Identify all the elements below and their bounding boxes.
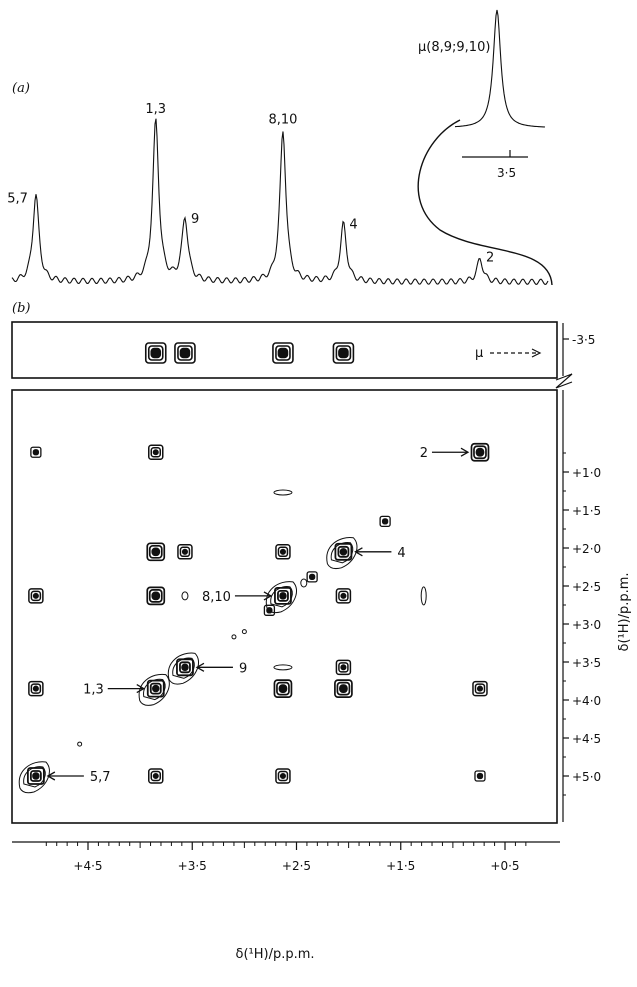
cross-peak bbox=[334, 679, 353, 698]
cross-peak bbox=[474, 770, 486, 782]
cross-peak bbox=[146, 542, 166, 562]
inset-trace bbox=[454, 9, 546, 128]
y-tick-label: +4·5 bbox=[572, 732, 601, 746]
annotation-label: 8,10 bbox=[202, 590, 231, 605]
cross-peak bbox=[181, 591, 189, 601]
strip-arrow-head bbox=[531, 348, 542, 358]
y-tick-label: +3·5 bbox=[572, 656, 601, 670]
x-tick-label: +2·5 bbox=[282, 859, 311, 873]
x-tick-label: +1·5 bbox=[386, 859, 415, 873]
strip-y-tick-label: -3·5 bbox=[572, 333, 595, 347]
axis-break-mark bbox=[555, 373, 573, 389]
peak-label: 4 bbox=[349, 217, 357, 232]
peak-label: 8,10 bbox=[268, 113, 297, 128]
cross-peak bbox=[148, 768, 164, 784]
cross-peak bbox=[273, 489, 293, 496]
cross-peak bbox=[273, 664, 293, 671]
inset-spectrum: μ(8,9;9,10) 3·5 bbox=[417, 9, 553, 286]
annotation-label: 2 bbox=[420, 446, 428, 461]
x-axis-title: δ(¹H)/p.p.m. bbox=[235, 947, 314, 962]
x-tick-label: +3·5 bbox=[178, 859, 207, 873]
cross-peak bbox=[18, 761, 50, 794]
annotation-label: 9 bbox=[239, 661, 247, 676]
cross-peak bbox=[326, 537, 358, 570]
x-tick-label: +4·5 bbox=[73, 859, 102, 873]
x-tick-label: +0·5 bbox=[490, 859, 519, 873]
top-strip-peaks bbox=[144, 342, 355, 364]
cross-peak bbox=[470, 442, 490, 462]
cross-peak bbox=[273, 679, 293, 698]
diagonal-annotation: 2 bbox=[420, 446, 470, 461]
cross-peak bbox=[263, 604, 276, 616]
y-tick-label: +1·5 bbox=[572, 504, 601, 518]
diagonal-annotation: 5,7 bbox=[46, 770, 111, 785]
cross-peak bbox=[472, 680, 488, 697]
panel-a: (a) 5,7 1,3 9 8,10 4 2 μ(8,9;9,10) 3·5 bbox=[7, 9, 553, 286]
panel-b-label: (b) bbox=[12, 301, 30, 316]
cross-peak bbox=[379, 515, 391, 528]
y-axis-title: δ(¹H)/p.p.m. bbox=[617, 572, 632, 651]
cross-peak bbox=[138, 673, 170, 706]
panel-a-label: (a) bbox=[12, 81, 30, 96]
top-strip-frame bbox=[11, 321, 558, 379]
annotation-label: 1,3 bbox=[83, 683, 104, 698]
diagonal-annotation: 1,3 bbox=[83, 683, 146, 698]
cross-peak bbox=[275, 768, 291, 784]
y-tick-label: +3·0 bbox=[572, 618, 601, 632]
diagonal-annotations: 2 4 8,10 9 1,3 5,7 bbox=[46, 446, 470, 785]
cross-peak bbox=[28, 588, 44, 604]
annotation-label: 5,7 bbox=[90, 770, 111, 785]
cross-peak bbox=[77, 741, 83, 747]
cross-peak bbox=[241, 629, 247, 635]
inset-tick-label: 3·5 bbox=[497, 166, 516, 180]
y-axis-ticks: +1·0 +1·5 +2·0 +2·5 +3·0 +3·5 +4·0 +4·5 +5·0 bbox=[563, 452, 601, 796]
cross-peak bbox=[275, 544, 291, 560]
x-axis-ticks: +4·5 +3·5 +2·5 +1·5 +0·5 bbox=[45, 842, 527, 873]
peak-label: 1,3 bbox=[145, 102, 166, 117]
annotation-label: 4 bbox=[397, 546, 405, 561]
y-tick-label: +1·0 bbox=[572, 466, 601, 480]
cross-peak bbox=[30, 446, 42, 458]
peak-label: 5,7 bbox=[7, 192, 28, 207]
y-tick-label: +5·0 bbox=[572, 770, 601, 784]
cross-peak bbox=[146, 586, 166, 606]
cross-peak bbox=[335, 659, 352, 676]
y-tick-label: +2·5 bbox=[572, 580, 601, 594]
strip-peak bbox=[272, 342, 294, 364]
cross-peak bbox=[335, 588, 352, 604]
cosy-plot-frame bbox=[11, 389, 558, 824]
inset-connector-curve bbox=[417, 119, 553, 286]
peak-labels: 5,7 1,3 9 8,10 4 2 bbox=[7, 102, 494, 265]
y-tick-label: +4·0 bbox=[572, 694, 601, 708]
inset-label: μ(8,9;9,10) bbox=[418, 40, 490, 55]
peak-label: 9 bbox=[191, 212, 199, 227]
y-tick-label: +2·0 bbox=[572, 542, 601, 556]
strip-arrow-label: μ bbox=[475, 346, 483, 361]
peak-label: 2 bbox=[486, 250, 494, 265]
cross-peaks bbox=[18, 442, 490, 794]
diagonal-annotation: 8,10 bbox=[202, 590, 273, 605]
strip-peak bbox=[332, 342, 355, 364]
cross-peak bbox=[167, 652, 199, 685]
cross-peak bbox=[148, 444, 164, 460]
cross-peak bbox=[300, 578, 308, 588]
cross-peak bbox=[177, 544, 193, 560]
panel-b: (b) μ -3·5 2 4 8,10 9 1,3 5,7 +1·0 +1·5 +2·0 +2·… bbox=[11, 301, 632, 962]
cross-peak bbox=[231, 634, 237, 640]
cross-peak bbox=[306, 571, 318, 583]
diagonal-annotation: 4 bbox=[354, 546, 406, 561]
diagonal-annotation: 9 bbox=[195, 661, 247, 676]
strip-peak bbox=[174, 342, 196, 364]
cross-peak bbox=[420, 586, 427, 606]
strip-peak bbox=[144, 342, 167, 364]
cross-peak bbox=[28, 680, 44, 697]
one-d-spectrum-trace bbox=[11, 118, 549, 285]
